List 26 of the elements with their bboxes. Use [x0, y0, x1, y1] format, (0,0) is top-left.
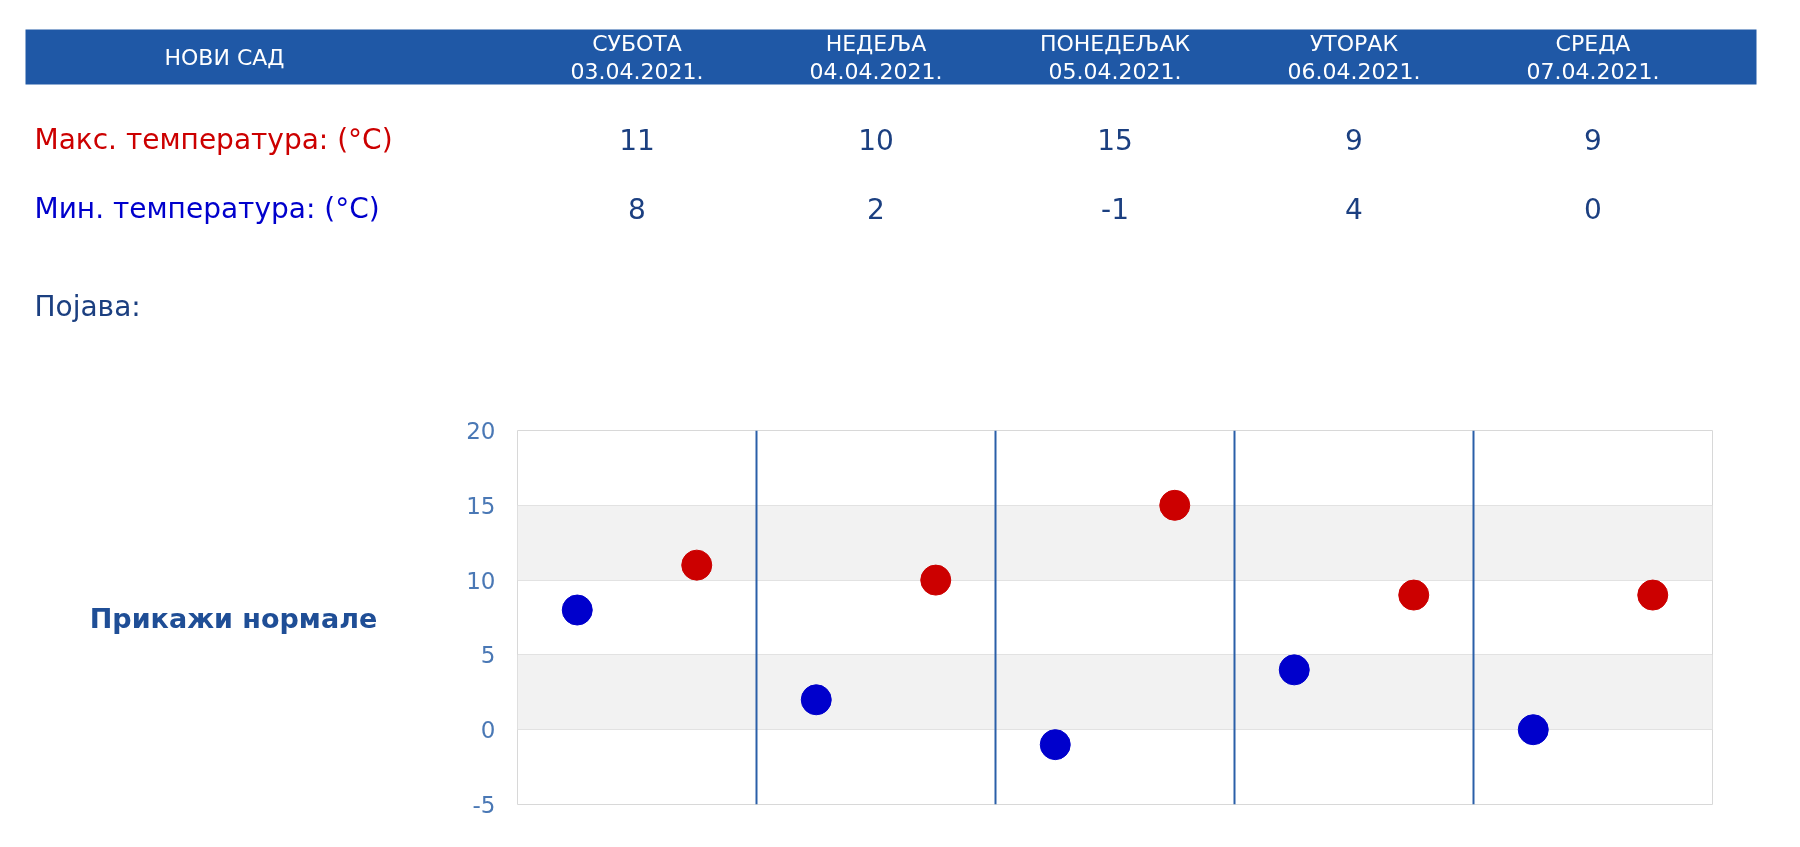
- y-tick-label: 0: [480, 717, 496, 744]
- text: ПОНЕДЕЉАК 05.04.2021.: [1039, 30, 1191, 85]
- data-label: 10: [858, 124, 894, 157]
- text: НЕДЕЉА 04.04.2021.: [809, 30, 943, 85]
- text: УТОРАК 06.04.2021.: [1287, 30, 1421, 85]
- y-tick-label: 10: [466, 567, 496, 594]
- text: СУБОТА 03.04.2021.: [570, 30, 704, 85]
- y-tick-label: 5: [480, 642, 496, 669]
- y-tick-label: 15: [466, 492, 496, 519]
- data-label: 9: [1584, 124, 1602, 157]
- data-label: 15: [1097, 124, 1133, 157]
- text: Мин. температура: (°C): [34, 192, 380, 225]
- data-label: 11: [619, 124, 655, 157]
- data-label: 8: [628, 193, 646, 226]
- text: СРЕДА 07.04.2021.: [1526, 30, 1660, 85]
- data-label: 9: [1345, 124, 1363, 157]
- data-label: -1: [1101, 193, 1129, 226]
- data-label: 4: [1345, 193, 1363, 226]
- y-tick-label: 20: [466, 418, 496, 444]
- data-label: 0: [1584, 193, 1602, 226]
- text: Прикажи нормале: [89, 602, 378, 634]
- text: НОВИ САД: [164, 45, 285, 70]
- y-tick-label: -5: [472, 792, 496, 818]
- text: Макс. температура: (°C): [34, 123, 393, 156]
- data-label: 2: [867, 193, 885, 226]
- text: Појава:: [34, 290, 141, 323]
